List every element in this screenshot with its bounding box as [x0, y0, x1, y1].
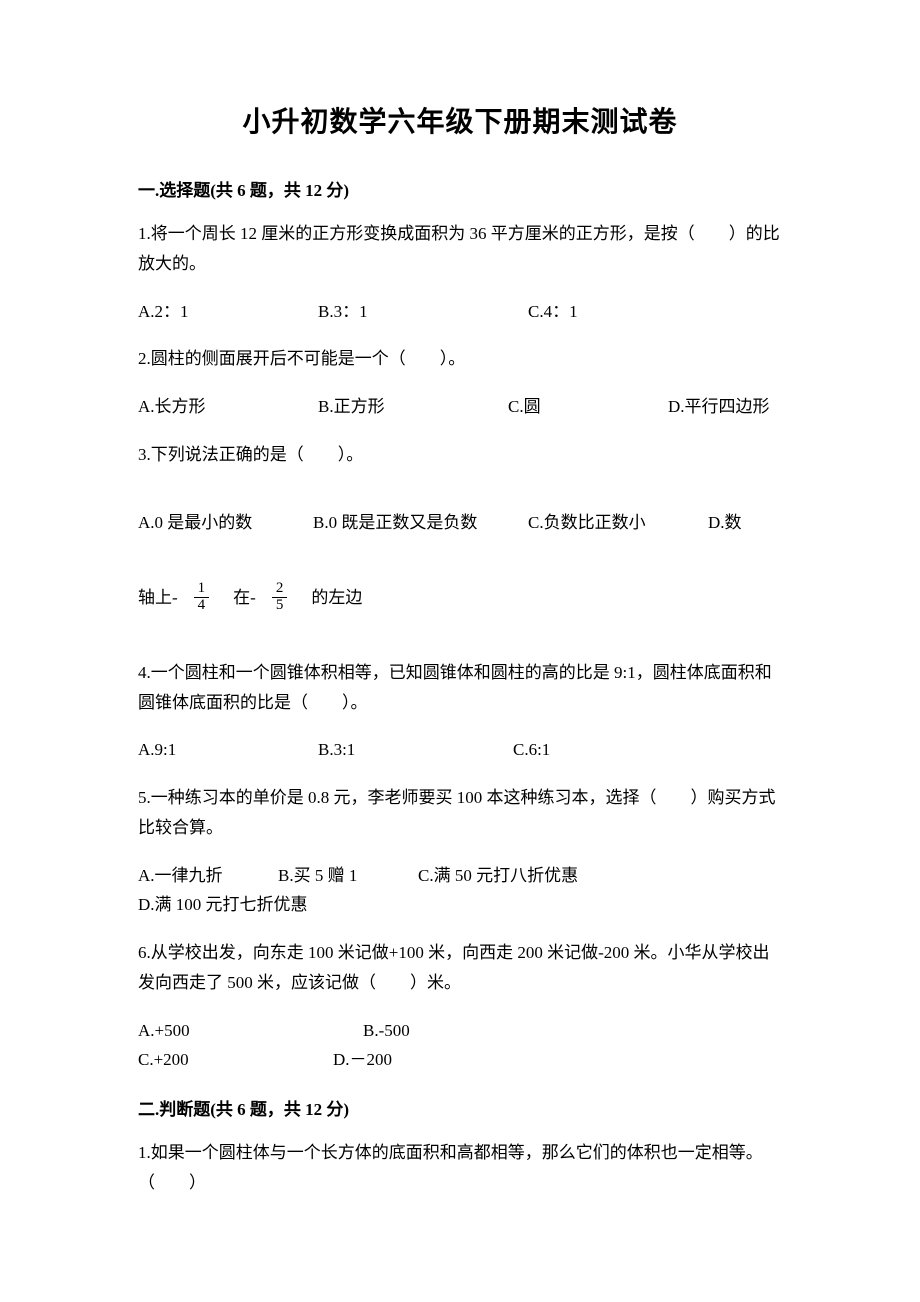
q3-opt-d: D.数	[708, 508, 742, 538]
q3-opt-c: C.负数比正数小	[528, 508, 708, 538]
q5-text: 5.一种练习本的单价是 0.8 元，李老师要买 100 本这种练习本，选择（ ）…	[138, 783, 782, 843]
q2-opt-c: C.圆	[508, 392, 668, 422]
q6-opt-a: A.+500	[138, 1016, 363, 1046]
q5-opt-b: B.买 5 赠 1	[278, 861, 418, 891]
q3-line3-mid: 在-	[233, 583, 256, 613]
q2-opt-a: A.长方形	[138, 392, 318, 422]
frac1-num: 1	[194, 581, 210, 598]
q1-opt-b: B.3：1	[318, 297, 528, 327]
q6-text: 6.从学校出发，向东走 100 米记做+100 米，向西走 200 米记做-20…	[138, 938, 782, 998]
frac2-den: 5	[272, 598, 288, 614]
frac1-den: 4	[194, 598, 210, 614]
q3-continuation: 轴上- 1 4 在- 2 5 的左边	[138, 581, 782, 614]
q3-opt-b: B.0 既是正数又是负数	[313, 508, 528, 538]
section-2-heading: 二.判断题(共 6 题，共 12 分)	[138, 1095, 782, 1120]
s2-q1-text: 1.如果一个圆柱体与一个长方体的底面积和高都相等，那么它们的体积也一定相等。（ …	[138, 1138, 782, 1198]
q2-text: 2.圆柱的侧面展开后不可能是一个（ ）。	[138, 344, 782, 374]
q5-options: A.一律九折 B.买 5 赠 1 C.满 50 元打八折优惠 D.满 100 元…	[138, 861, 782, 921]
q1-opt-a: A.2：1	[138, 297, 318, 327]
q3-line3-prefix: 轴上-	[138, 583, 178, 613]
q6-opt-c: C.+200	[138, 1045, 333, 1075]
fraction-1-4: 1 4	[194, 581, 210, 614]
q6-opt-d: D.－200	[333, 1045, 392, 1075]
q3-opt-a: A.0 是最小的数	[138, 508, 313, 538]
q4-opt-b: B.3:1	[318, 735, 513, 765]
q4-text: 4.一个圆柱和一个圆锥体积相等，已知圆锥体和圆柱的高的比是 9:1，圆柱体底面积…	[138, 658, 782, 718]
q4-opt-a: A.9:1	[138, 735, 318, 765]
fraction-2-5: 2 5	[272, 581, 288, 614]
q2-options: A.长方形 B.正方形 C.圆 D.平行四边形	[138, 392, 782, 422]
frac2-num: 2	[272, 581, 288, 598]
q6-options: A.+500 B.-500 C.+200 D.－200	[138, 1016, 782, 1076]
q1-text: 1.将一个周长 12 厘米的正方形变换成面积为 36 平方厘米的正方形，是按（ …	[138, 219, 782, 279]
q4-options: A.9:1 B.3:1 C.6:1	[138, 735, 782, 765]
q3-text: 3.下列说法正确的是（ ）。	[138, 440, 782, 470]
q5-opt-a: A.一律九折	[138, 861, 278, 891]
q2-opt-d: D.平行四边形	[668, 392, 770, 422]
section-1-heading: 一.选择题(共 6 题，共 12 分)	[138, 176, 782, 201]
q6-opt-b: B.-500	[363, 1016, 588, 1046]
q5-opt-c: C.满 50 元打八折优惠	[418, 861, 633, 891]
q1-opt-c: C.4：1	[528, 297, 578, 327]
page-title: 小升初数学六年级下册期末测试卷	[138, 100, 782, 140]
q3-options-row: A.0 是最小的数 B.0 既是正数又是负数 C.负数比正数小 D.数	[138, 508, 782, 538]
q2-opt-b: B.正方形	[318, 392, 508, 422]
q1-options: A.2：1 B.3：1 C.4：1	[138, 297, 782, 327]
page: 小升初数学六年级下册期末测试卷 一.选择题(共 6 题，共 12 分) 1.将一…	[0, 0, 920, 1276]
q3-line3-suffix: 的左边	[311, 583, 362, 613]
q4-opt-c: C.6:1	[513, 735, 550, 765]
q5-opt-d: D.满 100 元打七折优惠	[138, 890, 308, 920]
